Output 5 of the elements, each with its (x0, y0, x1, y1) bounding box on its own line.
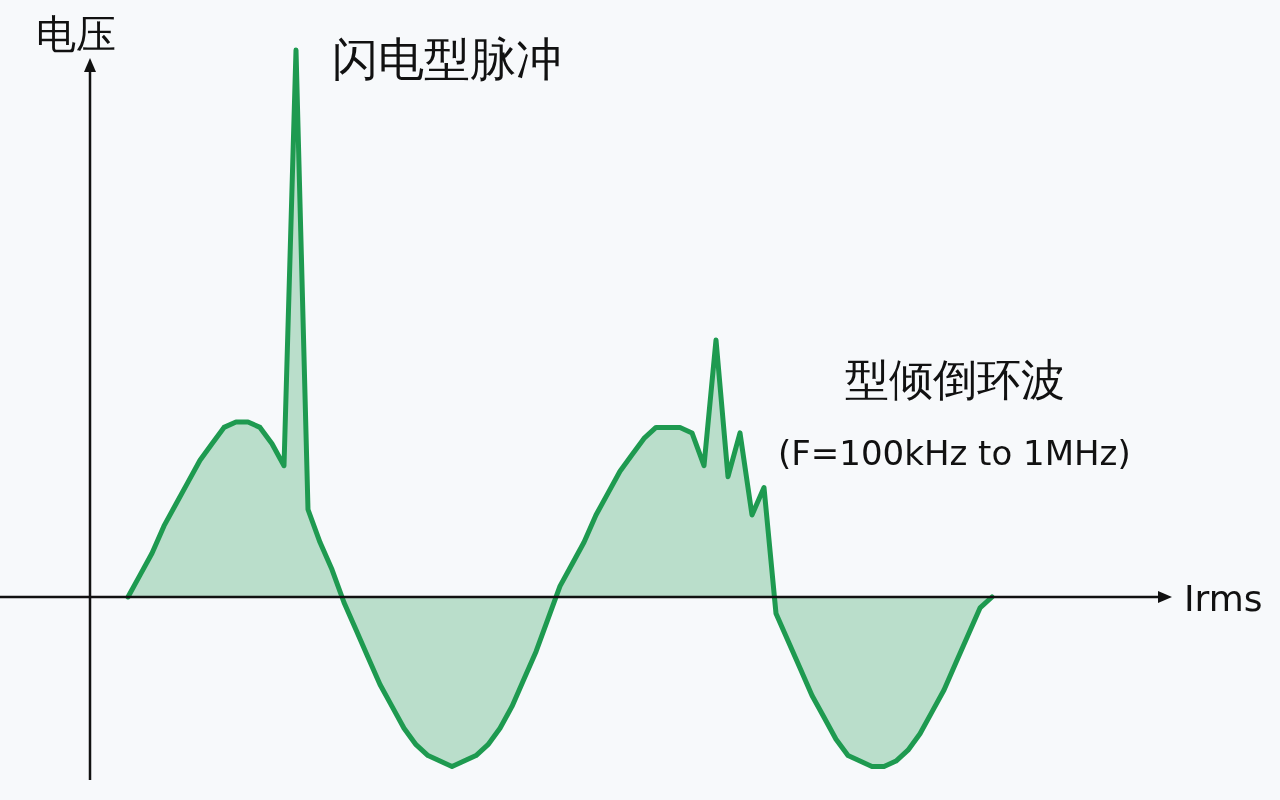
annotation: 闪电型脉冲 (332, 32, 562, 86)
annotation: (F=100kHz to 1MHz) (778, 433, 1131, 473)
annotation: 型倾倒环波 (845, 354, 1065, 405)
annotation: Irms (1184, 578, 1263, 619)
y-axis-title: 电压 (36, 11, 116, 57)
